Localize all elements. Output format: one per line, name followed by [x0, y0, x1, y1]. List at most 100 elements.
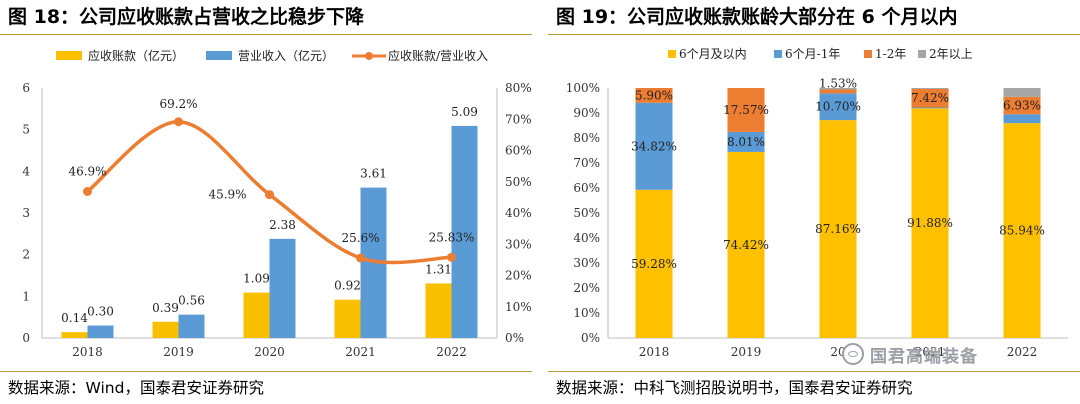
- bar-data-label: 3.61: [360, 167, 387, 181]
- x-tick-label: 2021: [345, 345, 376, 359]
- source-rule: [548, 371, 1080, 372]
- stacked-segment: [727, 131, 765, 152]
- segment-data-label: 17.57%: [723, 103, 769, 117]
- segment-data-label: 91.88%: [907, 216, 953, 230]
- segment-data-label: 74.42%: [723, 238, 769, 252]
- bar-revenue: [451, 125, 478, 339]
- y-tick-label: 5: [22, 123, 30, 137]
- stacked-segment: [819, 88, 857, 90]
- segment-data-label: 10.70%: [815, 100, 861, 114]
- y-tick-label: 50%: [573, 206, 600, 220]
- source-note: 数据来源：Wind，国泰君安证券研究: [8, 379, 264, 397]
- stacked-bar-chart: 0% 10% 20% 30% 40% 50% 60% 70% 80% 90% 100% 2018 59.…: [566, 47, 1068, 359]
- chart-panel-right: 图 19：公司应收账款账龄大部分在 6 个月以内 0% 10% 20% 30% 40% 5…: [548, 0, 1080, 404]
- x-tick-label: 2018: [639, 345, 670, 359]
- stacked-segment: [635, 189, 673, 338]
- stacked-segment: [911, 88, 949, 89]
- bar-receivables: [61, 332, 88, 338]
- bar-revenue: [269, 238, 296, 338]
- figure-title: 图 19：公司应收账款账龄大部分在 6 个月以内: [556, 6, 958, 28]
- bar-data-label: 0.14: [61, 311, 88, 325]
- y2-tick-label: 40%: [505, 206, 532, 220]
- legend-label: 应收账款/营业收入: [388, 48, 488, 63]
- bar-data-label: 0.39: [152, 301, 179, 315]
- ratio-point: [83, 186, 92, 196]
- bar-data-label: 2.38: [269, 218, 296, 232]
- bar-receivables: [334, 299, 361, 338]
- bar-data-label: 0.56: [178, 294, 205, 308]
- x-tick-label: 2020: [254, 345, 285, 359]
- stacked-segment: [819, 93, 857, 121]
- legend-swatch: [918, 50, 926, 58]
- legend-label: 2年以上: [929, 47, 973, 61]
- y2-tick-label: 50%: [505, 175, 532, 189]
- y2-tick-label: 10%: [505, 300, 532, 314]
- y-tick-label: 2: [22, 248, 30, 262]
- y2-tick-label: 70%: [505, 112, 532, 126]
- legend-label: 6个月-1年: [785, 47, 840, 61]
- y-tick-label: 100%: [566, 81, 600, 95]
- bar-revenue: [87, 325, 114, 338]
- stacked-segment: [1003, 123, 1041, 339]
- title-rule: [548, 34, 1080, 35]
- segment-data-label: 85.94%: [999, 224, 1045, 238]
- stacked-segment: [1003, 96, 1041, 115]
- y2-tick-label: 0%: [505, 331, 524, 345]
- bar-data-label: 0.92: [334, 279, 361, 293]
- segment-data-label: 34.82%: [631, 139, 677, 153]
- y-tick-label: 0: [22, 331, 30, 345]
- legend-swatch: [56, 51, 82, 60]
- source-note: 数据来源：中科飞测招股说明书，国泰君安证券研究: [556, 379, 913, 397]
- segment-data-label: 6.93%: [1003, 99, 1041, 113]
- y2-tick-label: 30%: [505, 237, 532, 251]
- ratio-point: [174, 117, 183, 127]
- stacked-segment: [819, 120, 857, 338]
- ratio-data-label: 25.6%: [341, 231, 379, 245]
- watermark-text: 国君高端装备: [870, 346, 978, 367]
- ratio-data-label: 45.9%: [208, 188, 246, 202]
- x-tick-label: 2022: [1007, 345, 1038, 359]
- stacked-segment: [635, 88, 673, 103]
- y-tick-label: 20%: [573, 281, 600, 295]
- legend-swatch: [206, 51, 232, 60]
- legend-label: 营业收入（亿元）: [238, 48, 334, 63]
- y-tick-label: 80%: [573, 131, 600, 145]
- y-tick-label: 70%: [573, 156, 600, 170]
- bar-receivables: [243, 292, 270, 338]
- y-tick-label: 0%: [581, 331, 600, 345]
- segment-data-label: 8.01%: [727, 135, 765, 149]
- x-tick-label: 2018: [72, 345, 103, 359]
- segment-data-label: 59.28%: [631, 257, 677, 271]
- segment-data-label: 7.42%: [911, 91, 949, 105]
- bar-data-label: 1.09: [243, 272, 270, 286]
- stacked-segment: [1003, 114, 1041, 124]
- watermark: 国君高端装备: [842, 340, 1072, 368]
- figure-title: 图 18：公司应收账款占营收之比稳步下降: [8, 6, 365, 28]
- stacked-segment: [727, 88, 765, 132]
- legend-marker: [365, 52, 373, 60]
- ratio-point: [265, 190, 274, 200]
- ratio-data-label: 25.83%: [429, 230, 475, 244]
- bar-line-chart: 01234560%10%20%30%40%50%60%70%80%20180.1…: [22, 48, 532, 359]
- title-rule: [0, 34, 532, 35]
- y-tick-label: 90%: [573, 106, 600, 120]
- bar-revenue: [178, 314, 205, 338]
- stacked-segment: [911, 88, 949, 108]
- bar-receivables: [425, 283, 452, 338]
- y-tick-label: 3: [22, 206, 30, 220]
- y-tick-label: 30%: [573, 256, 600, 270]
- stacked-segment: [635, 102, 673, 190]
- segment-data-label: 87.16%: [815, 222, 861, 236]
- source-rule: [0, 371, 532, 372]
- chart-panel-left: 图 18：公司应收账款占营收之比稳步下降 0 1 2 3 4 5 6 0% 10% 20% 30% 4…: [0, 0, 532, 404]
- y2-tick-label: 20%: [505, 269, 532, 283]
- stacked-segment: [727, 151, 765, 338]
- y-tick-label: 4: [22, 164, 30, 178]
- x-tick-label: 2019: [163, 345, 194, 359]
- ratio-point: [447, 252, 456, 262]
- stacked-segment: [911, 107, 949, 109]
- bar-receivables: [152, 321, 179, 338]
- ratio-point: [356, 253, 365, 263]
- legend-swatch: [774, 50, 782, 58]
- x-tick-label: 2019: [731, 345, 762, 359]
